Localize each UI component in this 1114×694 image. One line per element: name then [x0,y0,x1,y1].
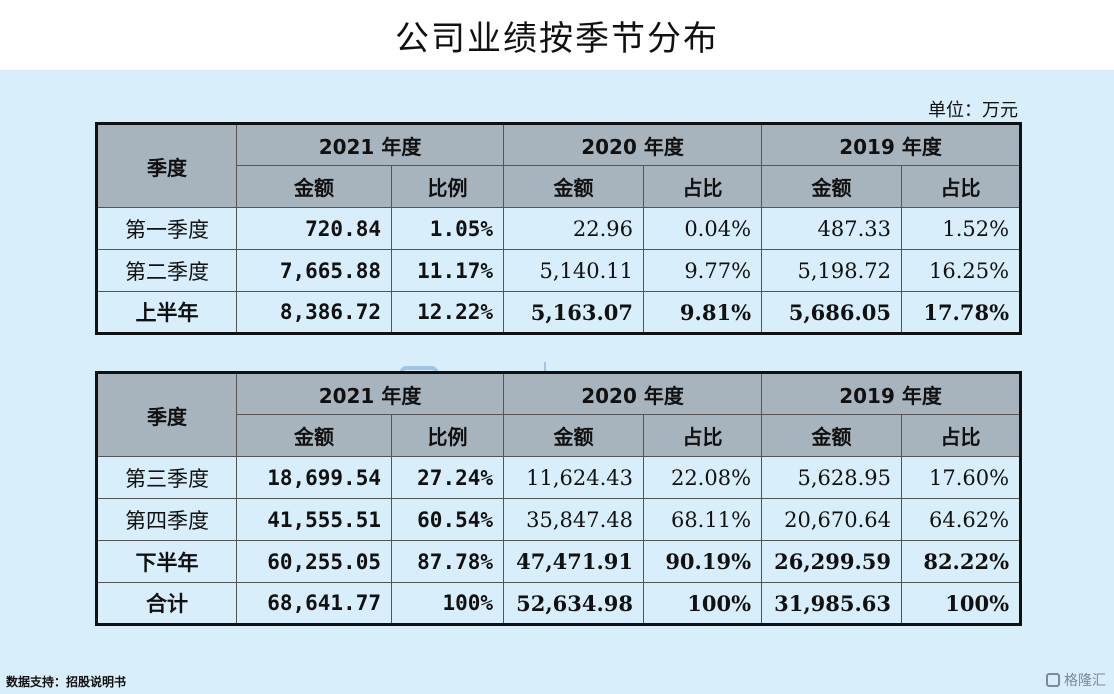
cell-share-2019: 64.62% [901,498,1022,541]
table-row-total: 合计 68,641.77 100% 52,634.98 100% 31,985.… [96,582,1022,625]
table-first-half: 季度 2021 年度 2020 年度 2019 年度 金额 比例 金额 占比 金… [95,122,1023,335]
cell-share-2020: 9.81% [643,291,763,334]
cell-ratio-2021: 11.17% [390,249,505,292]
cell-ratio-2021: 60.54% [390,498,505,541]
cell-amount-2020: 11,624.43 [503,456,645,499]
cell-amount-2020: 5,140.11 [503,249,645,292]
cell-share-2020: 100% [643,582,763,625]
header-year-2021: 2021 年度 [235,372,505,415]
header-share: 占比 [643,414,763,457]
cell-share-2020: 22.08% [643,456,763,499]
data-source: 数据支持：招股说明书 [6,675,127,689]
table-row: 第二季度 7,665.88 11.17% 5,140.11 9.77% 5,19… [96,249,1022,292]
table-row-subtotal: 下半年 60,255.05 87.78% 47,471.91 90.19% 26… [96,540,1022,583]
cell-share-2020: 68.11% [643,498,763,541]
header-share: 占比 [901,414,1022,457]
header-year-2020: 2020 年度 [503,123,763,166]
cell-amount-2020: 52,634.98 [503,582,645,625]
page-title: 公司业绩按季节分布 [395,18,719,59]
header-year-2019: 2019 年度 [761,372,1022,415]
row-label: 第二季度 [96,249,237,292]
row-label: 第一季度 [96,207,237,250]
cell-share-2019: 16.25% [901,249,1022,292]
header-share: 占比 [643,165,763,208]
header-season: 季度 [96,372,237,457]
header-amount: 金额 [236,165,392,208]
cell-amount-2021: 7,665.88 [236,249,392,292]
cell-amount-2020: 47,471.91 [503,540,645,583]
header-year-2021: 2021 年度 [235,123,505,166]
footer-brand: 格隆汇 [1046,670,1106,690]
header-year-2019: 2019 年度 [761,123,1022,166]
cell-ratio-2021: 87.78% [390,540,505,583]
cell-amount-2019: 487.33 [761,207,903,250]
cell-ratio-2021: 100% [390,582,505,625]
header-amount: 金额 [503,165,645,208]
header-share: 占比 [901,165,1022,208]
header-amount: 金额 [761,414,903,457]
cell-share-2019: 17.60% [901,456,1022,499]
cell-amount-2020: 22.96 [503,207,645,250]
table-second-half: 季度 2021 年度 2020 年度 2019 年度 金额 比例 金额 占比 金… [95,371,1023,626]
cell-amount-2019: 20,670.64 [761,498,903,541]
row-label: 合计 [96,582,237,625]
table-row: 第三季度 18,699.54 27.24% 11,624.43 22.08% 5… [96,456,1022,499]
cell-share-2019: 82.22% [901,540,1022,583]
cell-share-2020: 0.04% [643,207,763,250]
table-row: 第四季度 41,555.51 60.54% 35,847.48 68.11% 2… [96,498,1022,541]
header-ratio: 比例 [390,165,505,208]
cell-share-2019: 1.52% [901,207,1022,250]
cell-amount-2019: 5,686.05 [761,291,903,334]
cell-amount-2021: 8,386.72 [236,291,392,334]
content-panel: 单位：万元 季度 2021 年度 2020 年度 2019 年度 金额 比例 金… [0,70,1114,694]
cell-share-2020: 9.77% [643,249,763,292]
header-amount: 金额 [761,165,903,208]
row-label: 第四季度 [96,498,237,541]
table-row: 第一季度 720.84 1.05% 22.96 0.04% 487.33 1.5… [96,207,1022,250]
row-label: 下半年 [96,540,237,583]
cell-amount-2021: 18,699.54 [236,456,392,499]
cell-share-2020: 90.19% [643,540,763,583]
cell-amount-2021: 68,641.77 [236,582,392,625]
header-ratio: 比例 [390,414,505,457]
row-label: 上半年 [96,291,237,334]
cell-amount-2021: 720.84 [236,207,392,250]
header-year-2020: 2020 年度 [503,372,763,415]
cell-share-2019: 100% [901,582,1022,625]
header-amount: 金额 [236,414,392,457]
brand-logo-icon [1046,673,1060,687]
cell-ratio-2021: 27.24% [390,456,505,499]
cell-ratio-2021: 12.22% [390,291,505,334]
table-row-subtotal: 上半年 8,386.72 12.22% 5,163.07 9.81% 5,686… [96,291,1022,334]
cell-amount-2019: 5,198.72 [761,249,903,292]
cell-ratio-2021: 1.05% [390,207,505,250]
footer-brand-text: 格隆汇 [1064,673,1106,689]
cell-amount-2021: 60,255.05 [236,540,392,583]
unit-label: 单位：万元 [928,100,1018,121]
header-season: 季度 [96,123,237,208]
cell-amount-2020: 35,847.48 [503,498,645,541]
cell-amount-2021: 41,555.51 [236,498,392,541]
cell-amount-2019: 31,985.63 [761,582,903,625]
cell-amount-2020: 5,163.07 [503,291,645,334]
cell-share-2019: 17.78% [901,291,1022,334]
cell-amount-2019: 26,299.59 [761,540,903,583]
row-label: 第三季度 [96,456,237,499]
header-amount: 金额 [503,414,645,457]
cell-amount-2019: 5,628.95 [761,456,903,499]
